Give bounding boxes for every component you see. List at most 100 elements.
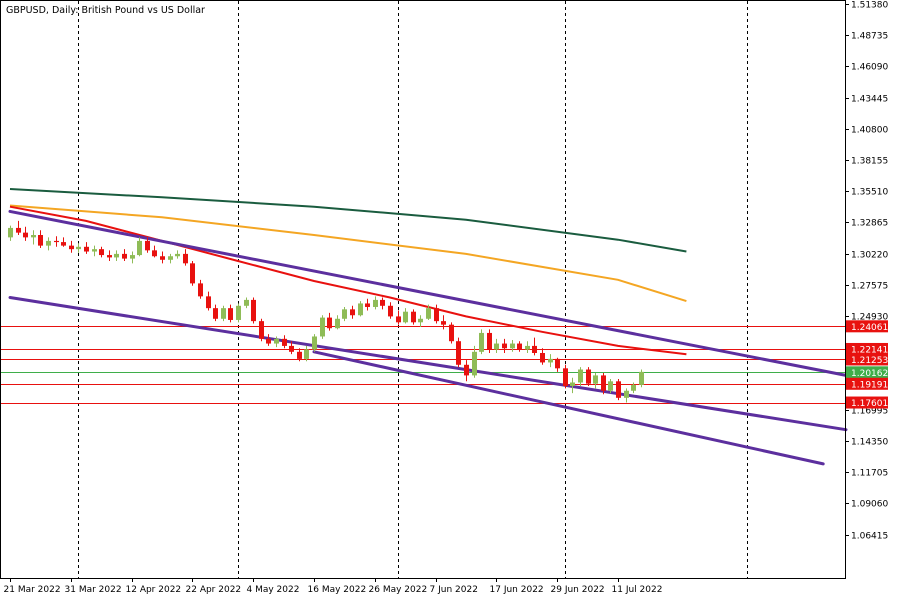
y-tick: 1.14350 xyxy=(845,438,888,448)
horizontal-levels[interactable] xyxy=(0,326,845,404)
candle[interactable] xyxy=(540,348,545,365)
candle[interactable] xyxy=(624,388,629,403)
candle[interactable] xyxy=(616,378,621,401)
ma-100-line[interactable] xyxy=(9,204,687,303)
candle[interactable] xyxy=(570,377,575,394)
candle[interactable] xyxy=(8,225,13,241)
x-tick-label: 16 May 2022 xyxy=(308,585,367,595)
candle[interactable] xyxy=(441,315,446,330)
candle[interactable] xyxy=(517,341,522,352)
candle[interactable] xyxy=(373,296,378,310)
time-axis[interactable]: 21 Mar 2022 31 Mar 2022 12 Apr 2022 22 Apr … xyxy=(4,578,663,595)
candle[interactable] xyxy=(168,253,173,264)
candle[interactable] xyxy=(525,341,530,353)
trend-line[interactable] xyxy=(8,209,848,377)
candle[interactable] xyxy=(350,305,355,319)
candlesticks[interactable] xyxy=(8,220,644,403)
candle[interactable] xyxy=(487,329,492,353)
candle[interactable] xyxy=(434,304,439,324)
candle[interactable] xyxy=(639,369,644,388)
candle[interactable] xyxy=(426,304,431,320)
candle[interactable] xyxy=(601,373,606,395)
candle[interactable] xyxy=(297,348,302,362)
candle[interactable] xyxy=(221,305,226,322)
candle[interactable] xyxy=(304,345,309,362)
candle[interactable] xyxy=(160,251,165,264)
candle[interactable] xyxy=(396,310,401,325)
candle[interactable] xyxy=(266,334,271,346)
trend-lines[interactable] xyxy=(8,209,848,466)
candle[interactable] xyxy=(358,301,363,317)
candle[interactable] xyxy=(175,250,180,259)
candle[interactable] xyxy=(289,341,294,355)
candle[interactable] xyxy=(464,360,469,382)
candle[interactable] xyxy=(84,242,89,254)
candle[interactable] xyxy=(608,378,613,394)
candle[interactable] xyxy=(548,354,553,368)
candle[interactable] xyxy=(578,367,583,387)
candle[interactable] xyxy=(259,318,264,342)
candle[interactable] xyxy=(388,302,393,319)
candle-body xyxy=(510,343,515,349)
candle[interactable] xyxy=(335,315,340,330)
candle[interactable] xyxy=(282,335,287,349)
candle[interactable] xyxy=(456,337,461,368)
candle[interactable] xyxy=(69,240,74,253)
x-tick: 16 May 2022 xyxy=(308,578,367,595)
ma-200-line[interactable] xyxy=(9,188,687,253)
candle[interactable] xyxy=(23,226,28,241)
candle[interactable] xyxy=(563,364,568,389)
trend-line[interactable] xyxy=(312,350,825,466)
candle[interactable] xyxy=(190,260,195,286)
candle[interactable] xyxy=(206,291,211,311)
candle[interactable] xyxy=(342,306,347,322)
candle[interactable] xyxy=(320,315,325,339)
candle[interactable] xyxy=(54,236,59,247)
candle[interactable] xyxy=(137,237,142,257)
ma-50-line[interactable] xyxy=(9,205,687,356)
candle[interactable] xyxy=(145,237,150,253)
moving-averages[interactable] xyxy=(9,188,687,356)
candle[interactable] xyxy=(532,337,537,356)
candle[interactable] xyxy=(122,249,127,261)
candle[interactable] xyxy=(586,367,591,387)
candle[interactable] xyxy=(31,230,36,245)
candle[interactable] xyxy=(46,237,51,251)
candle[interactable] xyxy=(152,245,157,258)
candle[interactable] xyxy=(449,322,454,344)
candle[interactable] xyxy=(593,373,598,389)
candle[interactable] xyxy=(631,382,636,394)
candle[interactable] xyxy=(61,237,66,247)
candle[interactable] xyxy=(114,250,119,261)
candle[interactable] xyxy=(38,230,43,248)
candle[interactable] xyxy=(251,297,256,324)
candle[interactable] xyxy=(312,334,317,352)
trend-line[interactable] xyxy=(8,296,848,432)
candle[interactable] xyxy=(213,304,218,322)
candle[interactable] xyxy=(183,249,188,266)
candle[interactable] xyxy=(16,220,21,236)
candle[interactable] xyxy=(380,297,385,310)
candle[interactable] xyxy=(418,315,423,328)
candle[interactable] xyxy=(198,279,203,299)
candle[interactable] xyxy=(502,338,507,353)
candle[interactable] xyxy=(76,243,81,253)
candle[interactable] xyxy=(403,308,408,324)
candle[interactable] xyxy=(327,312,332,331)
candle[interactable] xyxy=(472,345,477,378)
candle[interactable] xyxy=(92,245,97,257)
candle[interactable] xyxy=(130,251,135,264)
candle[interactable] xyxy=(99,246,104,258)
candle[interactable] xyxy=(510,340,515,352)
candle[interactable] xyxy=(274,336,279,348)
candle[interactable] xyxy=(236,303,241,323)
candle[interactable] xyxy=(411,309,416,325)
candle[interactable] xyxy=(555,357,560,372)
candle[interactable] xyxy=(228,304,233,323)
candle[interactable] xyxy=(365,298,370,311)
candle[interactable] xyxy=(494,338,499,353)
candle[interactable] xyxy=(244,297,249,309)
candle[interactable] xyxy=(107,250,112,261)
candle[interactable] xyxy=(479,329,484,355)
